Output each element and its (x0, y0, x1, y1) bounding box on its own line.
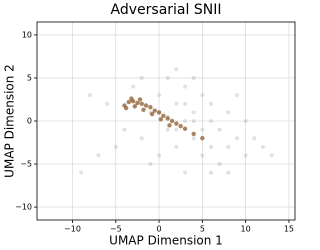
point (200, 127, 205, 132)
point (243, 153, 248, 158)
y-axis-label: UMAP Dimension 2 (3, 64, 17, 178)
y-tick-label: 0 (27, 117, 32, 126)
point (209, 119, 214, 123)
point (183, 84, 188, 89)
point (165, 116, 170, 121)
y-tick-label: −5 (20, 160, 32, 169)
point (79, 170, 84, 175)
point (123, 105, 129, 111)
point (200, 136, 205, 141)
point (191, 110, 196, 115)
point (226, 110, 231, 115)
point (174, 121, 179, 126)
point (269, 153, 274, 158)
y-tick-label: −10 (15, 203, 32, 212)
point (122, 127, 127, 132)
point (191, 119, 196, 123)
point (148, 105, 153, 110)
point (226, 144, 231, 149)
point (234, 136, 239, 141)
point (260, 144, 265, 149)
x-axis-label: UMAP Dimension 1 (109, 234, 223, 248)
plot-area: −10 −5 0 5 10 15 −10 −5 0 5 10 (15, 22, 295, 234)
point (243, 119, 248, 123)
point (169, 118, 175, 124)
x-tick-label: −10 (64, 225, 81, 234)
point (200, 153, 205, 158)
point (174, 127, 179, 132)
point (161, 113, 166, 119)
point (105, 101, 110, 106)
point (135, 100, 140, 106)
x-tick-label: 15 (284, 225, 294, 234)
point (87, 93, 92, 98)
point (149, 111, 155, 117)
point (252, 136, 257, 141)
x-tick-label: 5 (200, 225, 205, 234)
x-tick-label: 0 (157, 225, 162, 234)
point (113, 144, 118, 149)
point (152, 108, 157, 113)
point (129, 96, 134, 101)
point (174, 67, 179, 72)
point (131, 84, 136, 89)
point (156, 110, 162, 115)
point (126, 99, 131, 105)
chart: Adversarial SNII UMAP Dimension 1 UMAP D… (3, 2, 296, 248)
point (226, 170, 231, 175)
point (165, 75, 170, 80)
point (148, 162, 153, 167)
point (191, 136, 196, 141)
point (234, 93, 239, 98)
point (183, 101, 188, 106)
point (178, 123, 183, 129)
point (174, 101, 179, 106)
point (183, 119, 188, 123)
point (182, 126, 188, 131)
point (167, 123, 172, 128)
x-tick-label: −5 (110, 225, 122, 234)
x-tick-label: 10 (241, 225, 251, 234)
y-tick-label: 10 (22, 30, 32, 39)
point (217, 162, 222, 167)
point (96, 153, 101, 158)
y-tick-label: 5 (27, 73, 32, 82)
point (191, 131, 196, 137)
point (139, 75, 144, 80)
point (132, 104, 138, 109)
point (217, 127, 222, 132)
chart-title: Adversarial SNII (111, 2, 222, 18)
point (191, 75, 196, 80)
point (183, 170, 188, 175)
point (174, 144, 179, 149)
point (141, 107, 146, 113)
point (209, 144, 214, 149)
point (165, 127, 170, 132)
point (158, 117, 164, 122)
point (139, 136, 144, 141)
point (209, 101, 214, 106)
point (139, 101, 144, 106)
point (157, 153, 162, 158)
point (157, 93, 162, 98)
point (200, 93, 205, 98)
point (209, 170, 214, 175)
point (137, 97, 143, 102)
point (143, 103, 149, 108)
plot-frame (36, 21, 296, 221)
